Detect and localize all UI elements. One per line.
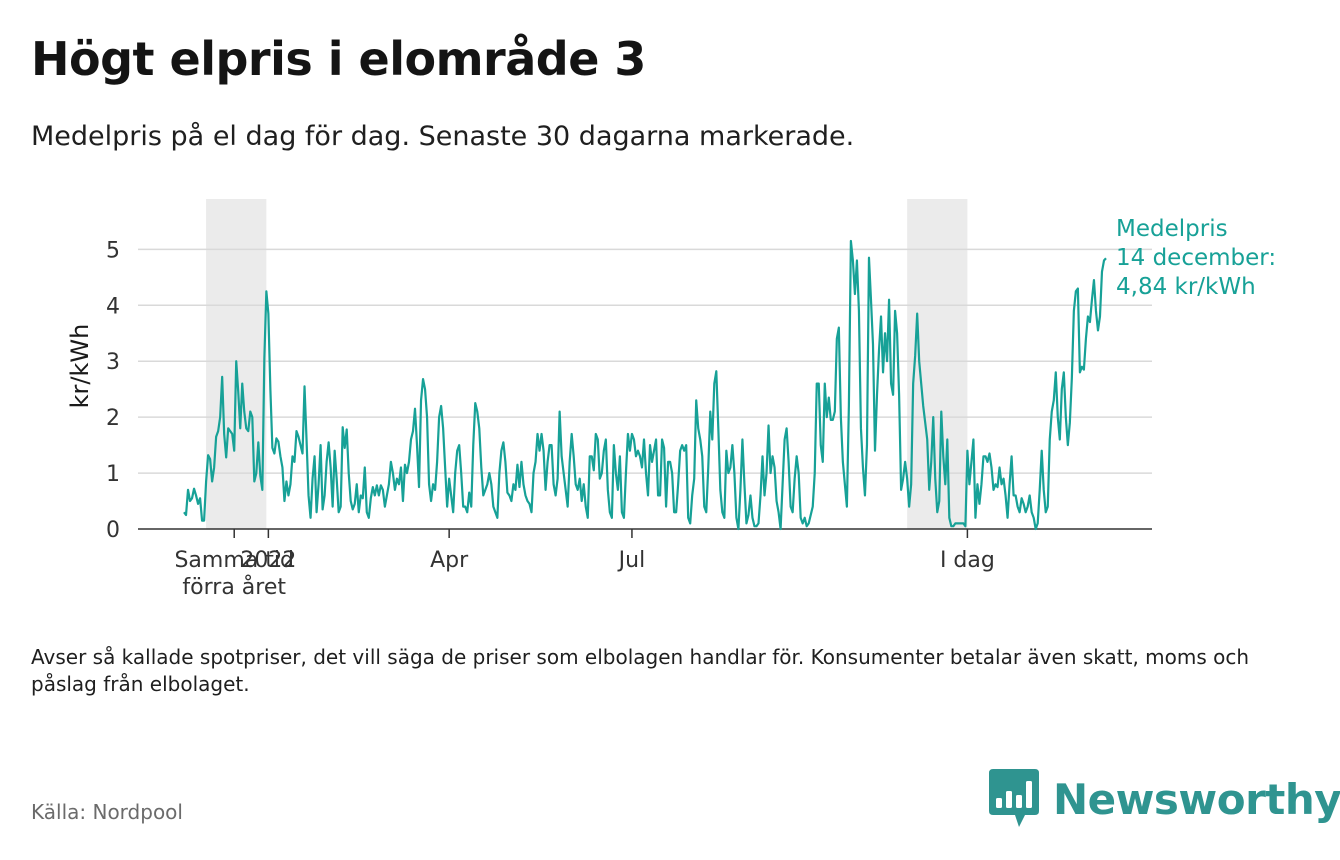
y-tick-label: 2 xyxy=(106,406,120,431)
x-tick-label: 2022 xyxy=(240,548,296,573)
y-tick-label: 0 xyxy=(106,518,120,543)
footnote: Avser så kallade spotpriser, det vill sä… xyxy=(31,645,1250,696)
x-tick-label: Jul xyxy=(617,548,646,573)
y-axis-label: kr/kWh xyxy=(66,324,94,409)
x-tick-label: I dag xyxy=(940,548,995,573)
y-tick-label: 1 xyxy=(106,462,120,487)
latest-value-annotation: Medelpris 14 december: 4,84 kr/kWh xyxy=(1116,216,1276,300)
page-subtitle: Medelpris på el dag för dag. Senaste 30 … xyxy=(31,121,855,152)
x-tick-label: Apr xyxy=(430,548,469,573)
series-line-medelpris xyxy=(183,239,1107,531)
highlight-periods xyxy=(206,199,968,529)
annotation-line: 14 december: xyxy=(1116,245,1276,271)
source-credit: Källa: Nordpool xyxy=(31,800,183,824)
y-axis-tick-labels: 0 1 2 3 4 5 xyxy=(106,238,120,543)
brand-logo[interactable]: Newsworthy xyxy=(989,767,1340,831)
x-tick-label: förra året xyxy=(182,574,286,600)
page-title: Högt elpris i elområde 3 xyxy=(31,32,646,86)
y-tick-label: 3 xyxy=(106,350,120,375)
annotation-line: Medelpris xyxy=(1116,216,1228,242)
y-tick-label: 5 xyxy=(106,238,120,263)
brand-name: Newsworthy xyxy=(1053,774,1340,824)
highlight-band xyxy=(907,199,968,529)
x-tick-label: Samma tid xyxy=(174,548,294,573)
bar-chart-bubble-icon xyxy=(989,769,1039,827)
annotation-line: 4,84 kr/kWh xyxy=(1116,274,1256,300)
y-tick-label: 4 xyxy=(106,294,120,319)
